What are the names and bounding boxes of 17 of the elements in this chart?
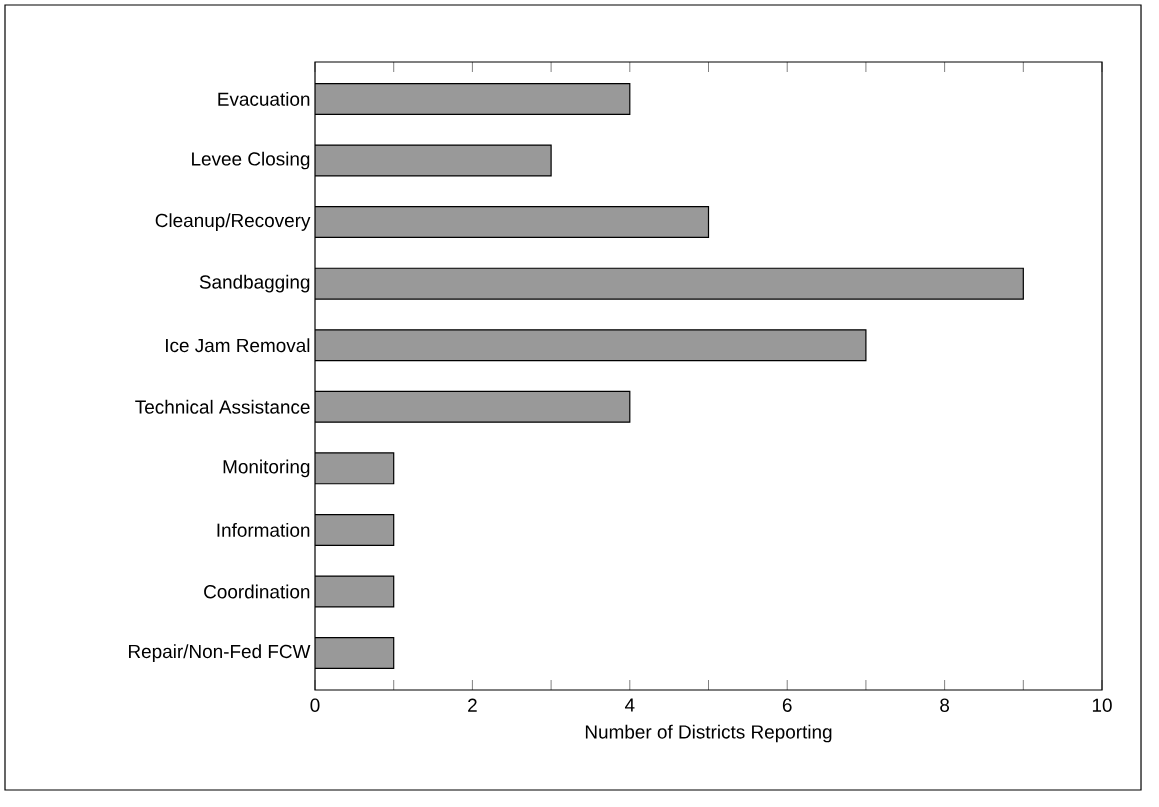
x-tick-label: 0 (310, 698, 320, 712)
y-tick-label: Ice Jam Removal (166, 338, 310, 353)
y-tick-label: Coordination (204, 584, 310, 599)
y-tick-label: Technical Assistance (135, 399, 310, 414)
y-tick-label: Repair/Non-Fed FCW (129, 644, 311, 662)
x-tick-label: 10 (1092, 698, 1112, 712)
x-tick-label: 6 (782, 698, 792, 712)
y-tick-label: Levee Closing (192, 151, 310, 170)
x-axis-title: Number of Districts Reporting (585, 724, 832, 743)
y-tick-label: Evacuation (218, 91, 310, 106)
y-tick-label: Monitoring (223, 459, 310, 478)
y-tick-label: Sandbagging (199, 274, 310, 293)
x-tick-label: 8 (940, 698, 950, 712)
y-tick-label: Cleanup/Recovery (155, 213, 311, 231)
x-tick-label: 2 (468, 698, 477, 712)
y-tick-label: Information (217, 522, 310, 537)
x-tick-label: 4 (624, 698, 635, 712)
